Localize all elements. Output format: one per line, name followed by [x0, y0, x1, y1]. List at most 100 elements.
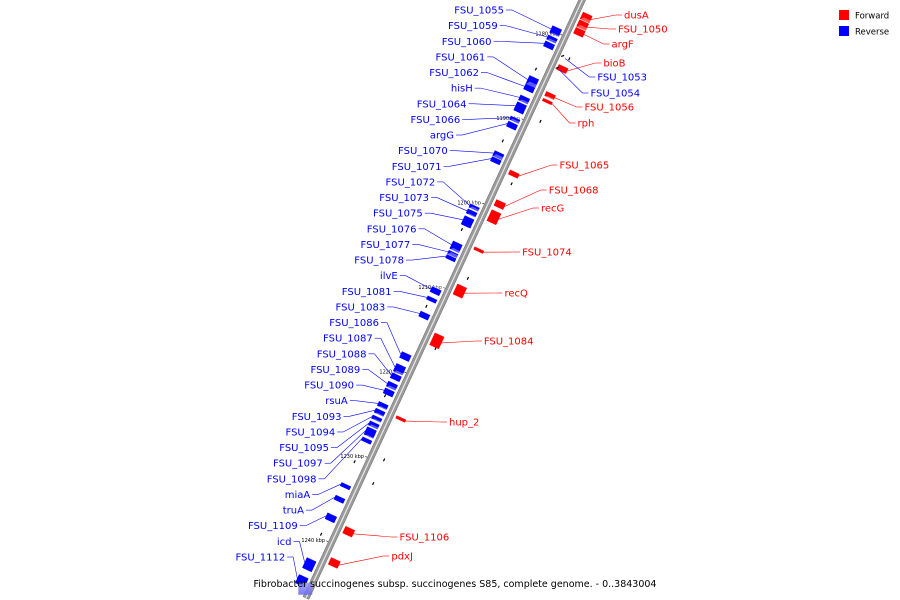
- gene-fsu-1072-facet: [470, 201, 484, 208]
- leader-fsu-1084-diag: [441, 340, 476, 344]
- gene-fsu-1059-facet: [548, 32, 562, 40]
- leader-fsu-1050-diag: [587, 26, 611, 30]
- gene-features: [295, 9, 597, 595]
- gene-dusa: [579, 11, 593, 24]
- gene-rsua-facet: [379, 399, 393, 406]
- gene-label-fsu-1070: FSU_1070: [398, 146, 448, 157]
- legend: Forward Reverse: [839, 10, 889, 38]
- leader-fsu-1090-diag: [361, 384, 385, 391]
- gene-fsu-1075: [460, 215, 475, 229]
- gene-fsu-1072: [468, 203, 480, 212]
- leader-fsu-1062-diag: [486, 72, 525, 87]
- leader-hish-diag: [480, 87, 520, 98]
- gene-fsu-1081: [426, 295, 438, 304]
- gene-label-fsu-1076: FSU_1076: [367, 224, 417, 235]
- feature-mark-fsu-1054: [555, 66, 559, 69]
- gene-label-recq: recQ: [504, 289, 528, 300]
- gene-trua-facet: [335, 492, 350, 500]
- gene-label-fsu-1055: FSU_1055: [454, 6, 504, 17]
- gene-fsu-1071: [489, 156, 502, 166]
- gene-fsu-1062-facet: [525, 81, 539, 89]
- gene-label-fsu-1053: FSU_1053: [597, 73, 647, 84]
- gene-label-fsu-1056: FSU_1056: [584, 103, 634, 114]
- gene-labels: FSU_1055 FSU_1059 FSU_1060 FSU_1061 FSU_1062…: [235, 6, 668, 579]
- gene-fsu-1065: [508, 169, 520, 179]
- tick-mark-1220: [404, 371, 407, 374]
- gene-fsu-1070-facet: [495, 148, 509, 155]
- gene-recq: [452, 283, 468, 299]
- gene-label-fsu-1095: FSU_1095: [279, 443, 329, 454]
- gene-pdxj: [327, 557, 341, 569]
- minor-feature-mark: [353, 460, 356, 464]
- leader-icd-diag: [299, 541, 306, 563]
- gene-ilve-facet: [432, 284, 446, 291]
- feature-mark-fsu-1053: [560, 54, 565, 58]
- gene-label-dusa: dusA: [624, 11, 649, 22]
- gene-label-fsu-1112: FSU_1112: [235, 553, 285, 564]
- gene-argf-facet: [576, 24, 590, 32]
- legend-swatch-forward: [839, 10, 849, 20]
- gene-label-fsu-1064: FSU_1064: [417, 99, 467, 110]
- leader-fsu-1059-diag: [505, 25, 548, 38]
- gene-label-fsu-1072: FSU_1072: [386, 177, 436, 188]
- tick-label-1220: 1220 kbp: [379, 369, 403, 375]
- gene-label-ilve: ilvE: [380, 271, 398, 282]
- gene-label-fsu-1050: FSU_1050: [618, 25, 668, 36]
- gene-argg: [505, 120, 519, 131]
- gene-label-fsu-1054: FSU_1054: [590, 89, 640, 100]
- gene-fsu-1089: [385, 380, 398, 391]
- gene-label-hish: hisH: [451, 84, 473, 95]
- gene-recq-facet: [457, 281, 471, 289]
- gene-fsu-1095: [367, 420, 380, 430]
- gene-argf: [573, 26, 586, 38]
- gene-label-fsu-1078: FSU_1078: [354, 256, 404, 267]
- gene-fsu-1088: [389, 372, 402, 383]
- gene-fsu-1077: [447, 249, 459, 259]
- tick-label-1180: 1180 kbp: [535, 32, 559, 38]
- map-caption: Fibrobacter succinogenes subsp. succinog…: [254, 579, 657, 590]
- leader-fsu-1087-diag: [380, 338, 396, 368]
- minor-feature-mark: [319, 532, 323, 536]
- gene-fsu-1109-facet: [327, 510, 341, 517]
- gene-fsu-1064-facet: [517, 99, 531, 106]
- leader-fsu-1053-diag: [564, 58, 590, 78]
- gene-biob-facet: [559, 62, 573, 69]
- leader-fsu-1106-diag: [353, 533, 392, 538]
- leader-fsu-1061-diag: [493, 56, 528, 80]
- gene-label-fsu-1074: FSU_1074: [522, 248, 572, 259]
- leader-ilve-diag: [405, 275, 432, 290]
- leader-argf-diag: [583, 34, 604, 45]
- gene-label-rsua: rsuA: [325, 396, 348, 407]
- gene-fsu-1087: [392, 362, 407, 376]
- gene-label-argf: argF: [612, 40, 634, 51]
- gene-fsu-1062: [523, 83, 536, 94]
- gene-dusa-facet: [583, 9, 597, 17]
- minor-feature-mark: [568, 57, 571, 61]
- gene-hish: [518, 94, 531, 105]
- gene-label-fsu-1083: FSU_1083: [336, 302, 386, 313]
- leader-fsu-1056-diag: [554, 97, 577, 108]
- genome-backbone-band: [302, 0, 586, 600]
- gene-fsu-1060: [543, 40, 556, 51]
- leader-fsu-1060-diag: [499, 40, 545, 44]
- gene-fsu-1094: [371, 414, 383, 423]
- gene-recg-facet: [491, 207, 506, 214]
- gene-label-icd: icd: [277, 537, 292, 548]
- gene-fsu-1093: [373, 407, 386, 417]
- gene-trua: [333, 494, 346, 504]
- minor-feature-mark: [510, 182, 513, 186]
- gene-fsu-1083: [418, 310, 431, 321]
- leader-fsu-1070-diag: [455, 150, 494, 154]
- gene-icd: [302, 557, 317, 573]
- gene-ilve: [429, 286, 442, 297]
- legend-swatch-reverse: [839, 26, 849, 36]
- gene-fsu-1084-facet: [435, 330, 449, 338]
- gene-fsu-1068-facet: [496, 197, 510, 204]
- legend-label-forward: Forward: [855, 12, 889, 22]
- tick-mark-1200: [482, 202, 485, 205]
- gene-fsu-1081-facet: [427, 293, 442, 300]
- gene-fsu-1078: [445, 254, 457, 263]
- gene-fsu-1086-facet: [402, 349, 416, 356]
- gene-fsu-1076-facet: [453, 238, 467, 246]
- tick-label-1210: 1210 kbp: [418, 285, 442, 291]
